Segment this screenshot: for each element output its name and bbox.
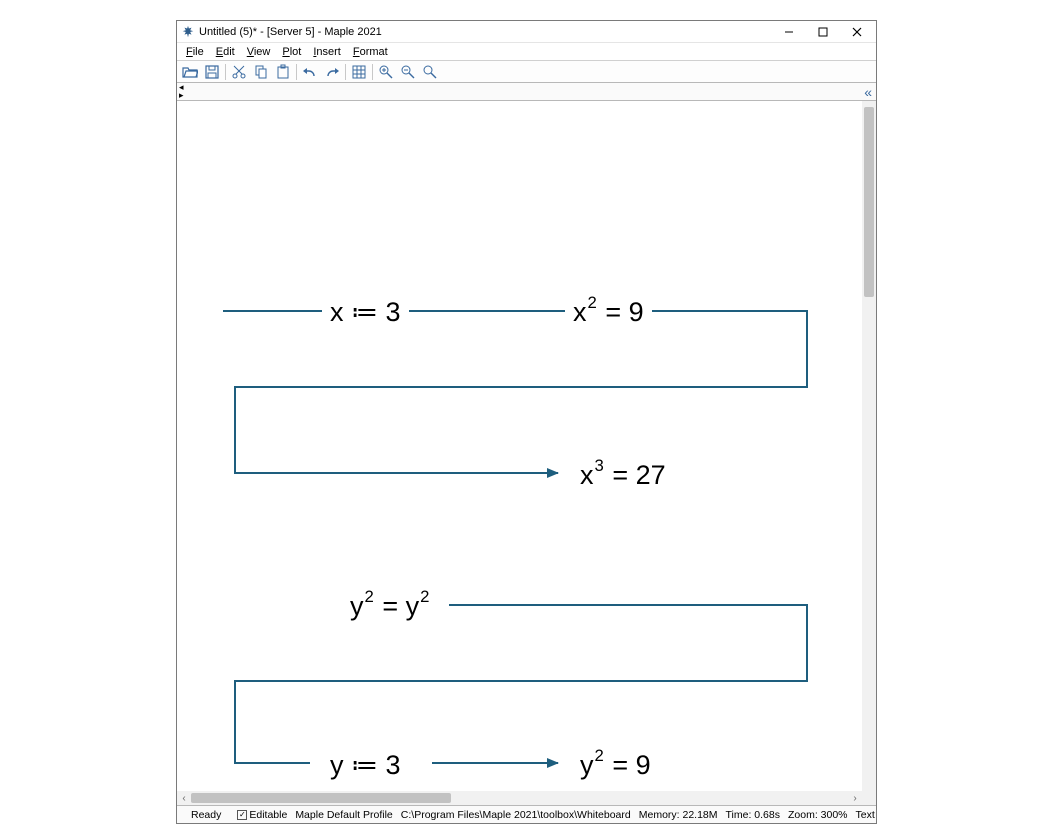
statusbar: Ready ✓ Editable Maple Default Profile C… [177,805,876,823]
collapse-chevron-icon[interactable]: « [864,85,872,99]
math-node[interactable]: y2 = 9 [572,748,659,783]
status-zoom: Zoom: 300% [788,809,848,821]
menu-format[interactable]: Format [348,45,393,59]
paste-icon[interactable] [272,62,294,82]
menu-insert[interactable]: Insert [308,45,346,59]
redo-icon[interactable] [321,62,343,82]
toolbar [177,61,876,83]
panel-toggle-handle[interactable]: ◂▸ [179,83,184,99]
menu-view[interactable]: View [242,45,276,59]
grid-icon[interactable] [348,62,370,82]
math-node[interactable]: x3 = 27 [572,458,674,493]
minimize-button[interactable] [772,22,806,42]
vertical-scroll-thumb[interactable] [864,107,874,297]
status-memory: Memory: 22.18M [639,809,718,821]
folder-open-icon[interactable] [179,62,201,82]
menubar: FileEditViewPlotInsertFormat [177,43,876,61]
math-node[interactable]: x ≔ 3 [322,295,409,330]
flow-path [223,311,807,473]
horizontal-scrollbar[interactable]: ‹ › [177,791,862,805]
app-window: Untitled (5)* - [Server 5] - Maple 2021 … [176,20,877,824]
context-bar: ◂▸ « [177,83,876,101]
maple-leaf-icon [181,25,195,39]
copy-icon[interactable] [250,62,272,82]
window-title: Untitled (5)* - [Server 5] - Maple 2021 [199,26,382,38]
status-ready: Ready [191,809,221,821]
menu-edit[interactable]: Edit [211,45,240,59]
math-node[interactable]: y ≔ 3 [322,748,409,783]
math-node[interactable]: x2 = 9 [565,295,652,330]
editable-label: Editable [249,809,287,821]
zoom-default-icon[interactable] [419,62,441,82]
flow-svg [177,101,862,791]
whiteboard-canvas[interactable]: x ≔ 3 x2 = 9 x3 = 27 y2 = y2 y ≔ 3 y2 = 9 [177,101,862,791]
zoom-in-icon[interactable] [375,62,397,82]
scroll-right-icon[interactable]: › [848,793,862,804]
scroll-corner [862,791,876,805]
scroll-left-icon[interactable]: ‹ [177,793,191,804]
save-icon[interactable] [201,62,223,82]
horizontal-scroll-thumb[interactable] [191,793,451,803]
undo-icon[interactable] [299,62,321,82]
titlebar: Untitled (5)* - [Server 5] - Maple 2021 [177,21,876,43]
vertical-scrollbar[interactable] [862,101,876,791]
cut-icon[interactable] [228,62,250,82]
close-button[interactable] [840,22,874,42]
status-mode: Text Mode [856,809,876,821]
status-path: C:\Program Files\Maple 2021\toolbox\Whit… [401,809,631,821]
maximize-button[interactable] [806,22,840,42]
status-profile: Maple Default Profile [295,809,392,821]
menu-file[interactable]: File [181,45,209,59]
zoom-out-icon[interactable] [397,62,419,82]
math-node[interactable]: y2 = y2 [342,589,438,624]
menu-plot[interactable]: Plot [277,45,306,59]
flow-path [235,605,807,763]
status-time: Time: 0.68s [726,809,780,821]
editable-checkbox[interactable]: ✓ Editable [237,809,287,821]
workspace: x ≔ 3 x2 = 9 x3 = 27 y2 = y2 y ≔ 3 y2 = 9 ‹ › [177,101,876,805]
